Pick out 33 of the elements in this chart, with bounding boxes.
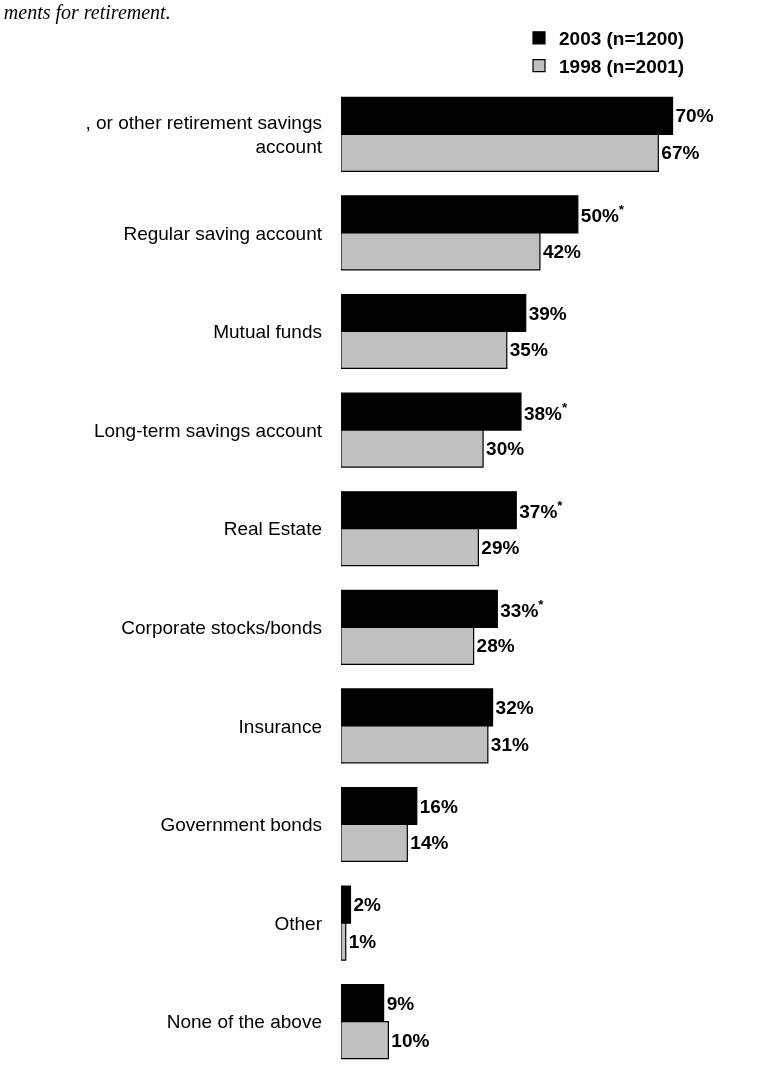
data-label: 38%$^{*}$ [523, 399, 569, 424]
data-label: 31% [490, 733, 529, 755]
data-label: 29% [481, 536, 520, 558]
legend-label: 1998 (n=2001) [559, 55, 685, 77]
data-label: 1% [348, 931, 377, 953]
y-tick-label: , or other retirement savings account [85, 111, 323, 158]
y-tick-label: Corporate stocks/bonds [121, 616, 322, 638]
data-label: 9% [386, 992, 415, 1014]
data-label: 14% [410, 832, 449, 854]
data-label: 30% [486, 438, 525, 460]
data-label: 2% [353, 894, 382, 916]
text: ments for retirement. [3, 1, 171, 25]
y-tick-label: None of the above [166, 1011, 322, 1033]
data-label: 67% [661, 142, 700, 164]
data-label: 33%$^{*}$ [500, 596, 545, 621]
y-tick-label: Regular saving account [123, 222, 323, 244]
y-tick-label: Long-term savings account [93, 419, 323, 441]
data-label: 16% [419, 795, 458, 817]
data-label: 32% [495, 696, 534, 718]
data-label: 42% [542, 240, 582, 262]
data-label: 39% [528, 302, 567, 324]
y-tick-label: Government bonds [160, 814, 322, 836]
data-label: 28% [476, 635, 515, 657]
y-tick-label: Mutual funds [213, 321, 322, 343]
data-label: 50%$^{*}$ [580, 202, 625, 227]
y-tick-label: Other [274, 912, 323, 934]
data-label: 35% [509, 339, 548, 361]
data-label: 10% [391, 1029, 430, 1051]
legend-label: 2003 (n=1200) [559, 28, 685, 50]
y-tick-label: Insurance [238, 715, 322, 737]
y-tick-label: Real Estate [223, 518, 322, 540]
data-label: 37%$^{*}$ [519, 498, 564, 523]
data-label: 70% [675, 105, 714, 127]
